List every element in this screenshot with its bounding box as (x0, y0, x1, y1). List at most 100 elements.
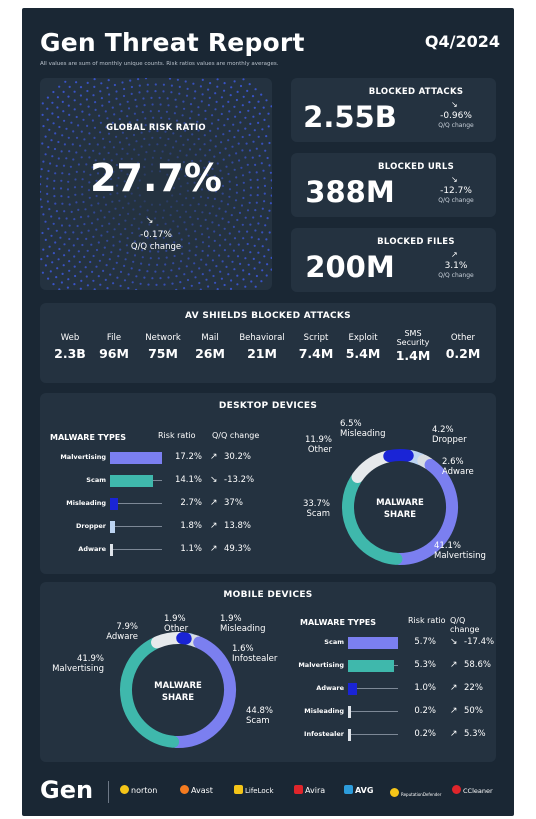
pattern-dot (254, 163, 257, 166)
pattern-dot (246, 89, 249, 92)
pattern-dot (94, 108, 97, 111)
pattern-dot (227, 100, 230, 103)
pattern-dot (256, 178, 259, 181)
pattern-dot (70, 121, 73, 124)
qq-change-value: 37% (224, 498, 243, 508)
pattern-dot (51, 112, 54, 115)
pattern-dot (169, 214, 172, 217)
pattern-dot (182, 161, 185, 164)
pattern-dot (135, 105, 138, 108)
desktop-donut-center: MALWARE SHARE (360, 497, 440, 521)
pattern-dot (48, 128, 51, 131)
pattern-dot (130, 85, 133, 89)
pattern-dot (223, 124, 226, 127)
pattern-dot (94, 159, 97, 162)
pattern-dot (41, 271, 44, 274)
pattern-dot (124, 258, 127, 261)
pattern-dot (136, 118, 139, 122)
pattern-dot (88, 181, 91, 184)
blocked-urls-change-label: Q/Q change (438, 197, 474, 204)
pattern-dot (249, 186, 253, 189)
pattern-dot (54, 241, 57, 244)
pattern-dot (220, 141, 223, 144)
pattern-dot (199, 148, 202, 151)
pattern-dot (114, 128, 117, 131)
pattern-dot (155, 283, 158, 286)
pattern-dot (221, 217, 224, 220)
pattern-dot (221, 260, 224, 263)
pattern-dot (112, 282, 115, 285)
pattern-dot (187, 167, 191, 170)
av-shields-title: AV SHIELDS BLOCKED ATTACKS (185, 311, 351, 321)
pattern-dot (233, 105, 236, 108)
pct: 2.6% (442, 457, 464, 467)
pattern-dot (164, 263, 167, 266)
pattern-dot (254, 285, 257, 288)
lifelock-logo: LifeLock (234, 785, 274, 795)
pattern-dot (48, 208, 51, 211)
pattern-dot (87, 215, 90, 218)
pattern-dot (199, 159, 202, 162)
pattern-dot (90, 222, 94, 225)
pattern-dot (116, 184, 119, 187)
pattern-dot (96, 172, 100, 175)
pattern-dot (131, 281, 134, 284)
shield-name: Mail (201, 333, 219, 343)
pattern-dot (224, 238, 227, 241)
pattern-dot (68, 85, 71, 88)
pattern-dot (102, 253, 105, 256)
pattern-dot (250, 280, 253, 283)
pattern-dot (264, 149, 267, 152)
bar-track (348, 688, 398, 689)
pattern-dot (76, 224, 79, 228)
pattern-dot (194, 90, 197, 93)
pattern-dot (107, 151, 110, 155)
pattern-dot (98, 114, 101, 117)
pattern-dot (199, 85, 202, 88)
pattern-dot (180, 238, 183, 241)
pattern-dot (165, 256, 168, 259)
pct: 41.1% (434, 541, 462, 551)
pattern-dot (185, 94, 189, 97)
pattern-dot (184, 80, 187, 83)
pattern-dot (127, 273, 130, 276)
pattern-dot (158, 96, 161, 99)
pattern-dot (86, 249, 89, 252)
pattern-dot (161, 150, 164, 153)
pattern-dot (207, 236, 210, 239)
pattern-dot (103, 146, 106, 149)
pattern-dot (154, 237, 157, 240)
pattern-dot (220, 112, 223, 116)
pattern-dot (223, 89, 226, 92)
pattern-dot (81, 193, 84, 196)
shield-value: 75M (148, 346, 178, 361)
pattern-dot (61, 202, 64, 205)
pct: 4.2% (432, 425, 454, 435)
pattern-dot (161, 230, 164, 233)
pattern-dot (73, 99, 76, 102)
risk-ratio-bar (110, 475, 153, 487)
pattern-dot (105, 264, 108, 267)
pattern-dot (65, 127, 68, 130)
pattern-dot (214, 190, 217, 193)
global-risk-change-label: Q/Q change (130, 242, 182, 252)
malware-row: Adware 1.1% ↗ 49.3% (40, 543, 496, 557)
pattern-dot (100, 97, 103, 100)
pattern-dot (185, 197, 188, 200)
pattern-dot (162, 270, 165, 273)
pattern-dot (244, 216, 247, 219)
blocked-urls-change: -12.7% (440, 186, 472, 196)
pattern-dot (241, 135, 244, 139)
pattern-dot (191, 133, 194, 136)
risk-ratio-bar (110, 544, 114, 556)
pattern-dot (62, 110, 65, 113)
pattern-dot (230, 86, 233, 89)
pattern-dot (184, 174, 187, 177)
pattern-dot (138, 213, 141, 216)
pattern-dot (262, 106, 265, 109)
pattern-dot (67, 278, 70, 281)
risk-ratio-value: 5.7% (414, 637, 436, 647)
pattern-dot (209, 129, 212, 132)
pattern-dot (80, 279, 83, 282)
pattern-dot (116, 192, 119, 195)
